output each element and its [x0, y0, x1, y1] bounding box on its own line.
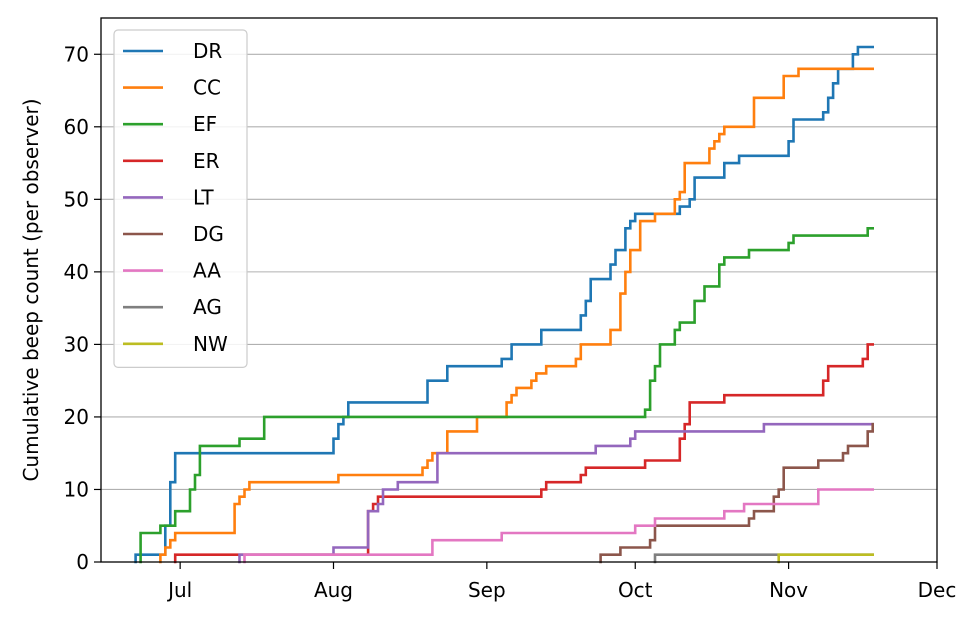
- series-line-aa: [243, 488, 875, 564]
- series-line-er: [173, 343, 875, 564]
- y-tick-label: 40: [64, 260, 89, 284]
- x-tick-label: Aug: [314, 578, 353, 602]
- legend-label-er: ER: [193, 149, 220, 173]
- x-axis: Jul Aug Sep Oct Nov Dec: [166, 562, 956, 602]
- legend-label-aa: AA: [193, 259, 221, 283]
- series-line-dg: [599, 422, 875, 564]
- x-tick-label: Dec: [918, 578, 957, 602]
- legend-label-dg: DG: [193, 222, 224, 246]
- y-tick-label: 60: [64, 115, 89, 139]
- series-line-ef: [139, 227, 875, 564]
- legend-label-ag: AG: [193, 295, 222, 319]
- legend-label-cc: CC: [193, 76, 221, 100]
- x-tick-label: Jul: [166, 578, 192, 602]
- series-line-dr: [134, 45, 875, 564]
- x-tick-label: Oct: [618, 578, 653, 602]
- legend-label-lt: LT: [193, 185, 214, 209]
- y-axis: 0 10 20 30 40 50 60 70: [64, 42, 101, 574]
- y-tick-label: 30: [64, 332, 89, 356]
- legend-label-dr: DR: [193, 39, 222, 63]
- plot-frame: [100, 17, 938, 563]
- y-tick-label: 10: [64, 477, 89, 501]
- y-tick-label: 0: [76, 550, 89, 574]
- legend-label-nw: NW: [193, 332, 228, 356]
- legend-label-ef: EF: [193, 112, 217, 136]
- series-line-nw: [777, 553, 875, 564]
- legend-box: [113, 29, 248, 368]
- x-tick-label: Nov: [769, 578, 808, 602]
- series-line-cc: [159, 67, 875, 564]
- y-tick-label: 70: [64, 42, 89, 66]
- y-tick-label: 50: [64, 187, 89, 211]
- y-axis-title: Cumulative beep count (per observer): [19, 98, 43, 481]
- series-lines: [134, 45, 875, 564]
- y-tick-label: 20: [64, 405, 89, 429]
- legend: DR CC EF ER LT DG AA AG NW: [113, 29, 248, 368]
- x-tick-label: Sep: [468, 578, 506, 602]
- series-line-lt: [238, 422, 875, 564]
